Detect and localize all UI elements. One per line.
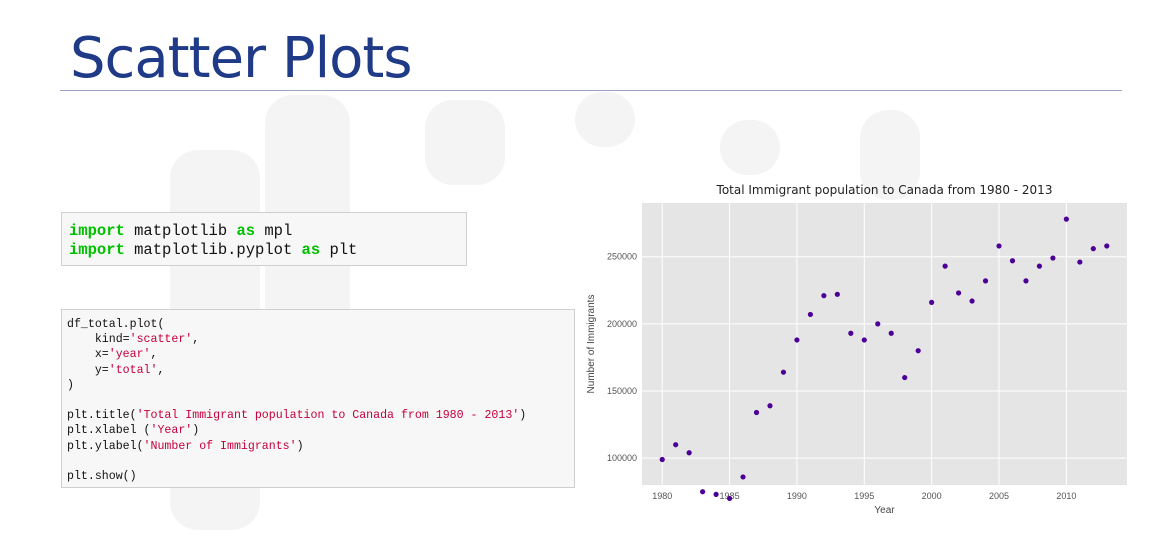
data-point <box>915 348 921 354</box>
data-point <box>740 474 746 480</box>
code-text: kind= <box>67 333 130 347</box>
title-divider <box>60 90 1122 91</box>
code-string: 'scatter' <box>129 333 193 347</box>
data-point <box>902 374 908 381</box>
code-keyword: as <box>301 241 321 259</box>
code-text: ) <box>192 424 200 438</box>
x-axis-label: Year <box>874 505 895 516</box>
code-text: matplotlib <box>124 222 237 240</box>
data-point <box>1050 255 1056 261</box>
code-text: , <box>157 363 165 377</box>
x-tick-label: 2005 <box>989 491 1009 501</box>
data-point <box>673 442 679 448</box>
data-point <box>875 321 881 327</box>
x-tick-label: 2010 <box>1056 491 1076 501</box>
data-point <box>834 291 840 297</box>
data-point <box>659 456 665 463</box>
scatter-chart: 1980198519901995200020052010100000150000… <box>586 183 1127 516</box>
data-point <box>982 278 989 284</box>
data-point <box>794 337 800 343</box>
y-tick-label: 100000 <box>607 453 637 463</box>
code-text: matplotlib.pyplot <box>124 241 302 259</box>
data-point <box>929 299 935 305</box>
slide-title: Scatter Plots <box>70 26 413 91</box>
data-point <box>821 293 827 299</box>
code-string: 'year' <box>108 348 151 362</box>
y-tick-label: 150000 <box>607 386 637 396</box>
data-point <box>1104 243 1110 249</box>
x-tick-label: 1995 <box>854 491 874 501</box>
code-line: plt.show() <box>67 469 574 484</box>
data-point <box>1090 246 1096 252</box>
code-line: kind='scatter', <box>67 332 574 347</box>
data-point <box>1009 258 1016 264</box>
data-point <box>1023 278 1029 284</box>
code-keyword: import <box>69 222 125 240</box>
watermark-shape <box>425 100 505 185</box>
code-text: ) <box>296 439 304 453</box>
code-text: plt <box>320 241 358 259</box>
chart-title: Total Immigrant population to Canada fro… <box>716 183 1053 197</box>
data-point <box>888 330 894 336</box>
code-text: , <box>150 348 158 362</box>
x-tick-label: 1990 <box>787 491 807 501</box>
code-keyword: import <box>69 241 125 259</box>
data-point <box>1036 263 1043 269</box>
data-point <box>1077 259 1083 265</box>
x-tick-label: 2000 <box>922 491 942 501</box>
code-string: 'Total Immigrant population to Canada fr… <box>136 409 520 423</box>
code-line: x='year', <box>67 347 574 362</box>
code-text: plt.xlabel ( <box>67 424 151 438</box>
code-text: mpl <box>255 222 293 240</box>
code-line: plt.ylabel('Number of Immigrants') <box>67 439 574 454</box>
code-string: 'total' <box>108 363 158 377</box>
code-text: df_total.plot( <box>67 318 165 331</box>
code-line <box>67 454 574 469</box>
plot-area <box>642 203 1127 485</box>
import-code-cell[interactable]: import matplotlib as mpl import matplotli… <box>61 212 467 266</box>
code-line: y='total', <box>67 363 574 378</box>
code-text: , <box>192 333 200 347</box>
watermark-shape <box>720 120 780 175</box>
code-line: df_total.plot( <box>67 317 574 332</box>
code-string: 'Number of Immigrants' <box>143 439 297 453</box>
code-line: import matplotlib.pyplot as plt <box>69 241 466 260</box>
data-point <box>969 298 975 304</box>
code-text: ) <box>519 409 527 423</box>
y-axis-label: Number of Immigrants <box>586 295 597 394</box>
data-point <box>942 263 948 269</box>
code-line: import matplotlib as mpl <box>69 222 466 241</box>
y-tick-label: 250000 <box>607 252 637 262</box>
x-tick-label: 1980 <box>652 491 672 501</box>
y-tick-label: 200000 <box>607 319 637 329</box>
data-point <box>780 369 787 375</box>
watermark-shape <box>860 110 920 200</box>
code-string: 'Year' <box>150 424 193 438</box>
code-line: ) <box>67 378 574 393</box>
data-point <box>753 409 760 416</box>
code-text: y= <box>67 363 109 377</box>
code-text: x= <box>67 348 109 362</box>
data-point <box>1063 216 1069 222</box>
code-line: plt.xlabel ('Year') <box>67 423 574 438</box>
data-point <box>767 403 773 409</box>
data-point <box>848 330 854 336</box>
data-point <box>807 311 814 318</box>
data-point <box>996 243 1002 249</box>
code-line <box>67 393 574 408</box>
code-line: plt.title('Total Immigrant population to… <box>67 408 574 423</box>
data-point <box>726 495 733 502</box>
code-text: plt.title( <box>67 409 137 423</box>
data-point <box>686 450 692 456</box>
data-point <box>713 491 719 497</box>
watermark-shape <box>575 92 635 147</box>
plot-code-cell[interactable]: df_total.plot( kind='scatter', x='year',… <box>61 309 575 488</box>
data-point <box>861 337 867 343</box>
code-keyword: as <box>236 222 256 240</box>
data-point <box>700 489 706 495</box>
code-text: plt.show() <box>67 470 137 483</box>
data-point <box>955 290 962 296</box>
code-text: ) <box>67 378 74 392</box>
code-text: plt.ylabel( <box>67 439 144 453</box>
